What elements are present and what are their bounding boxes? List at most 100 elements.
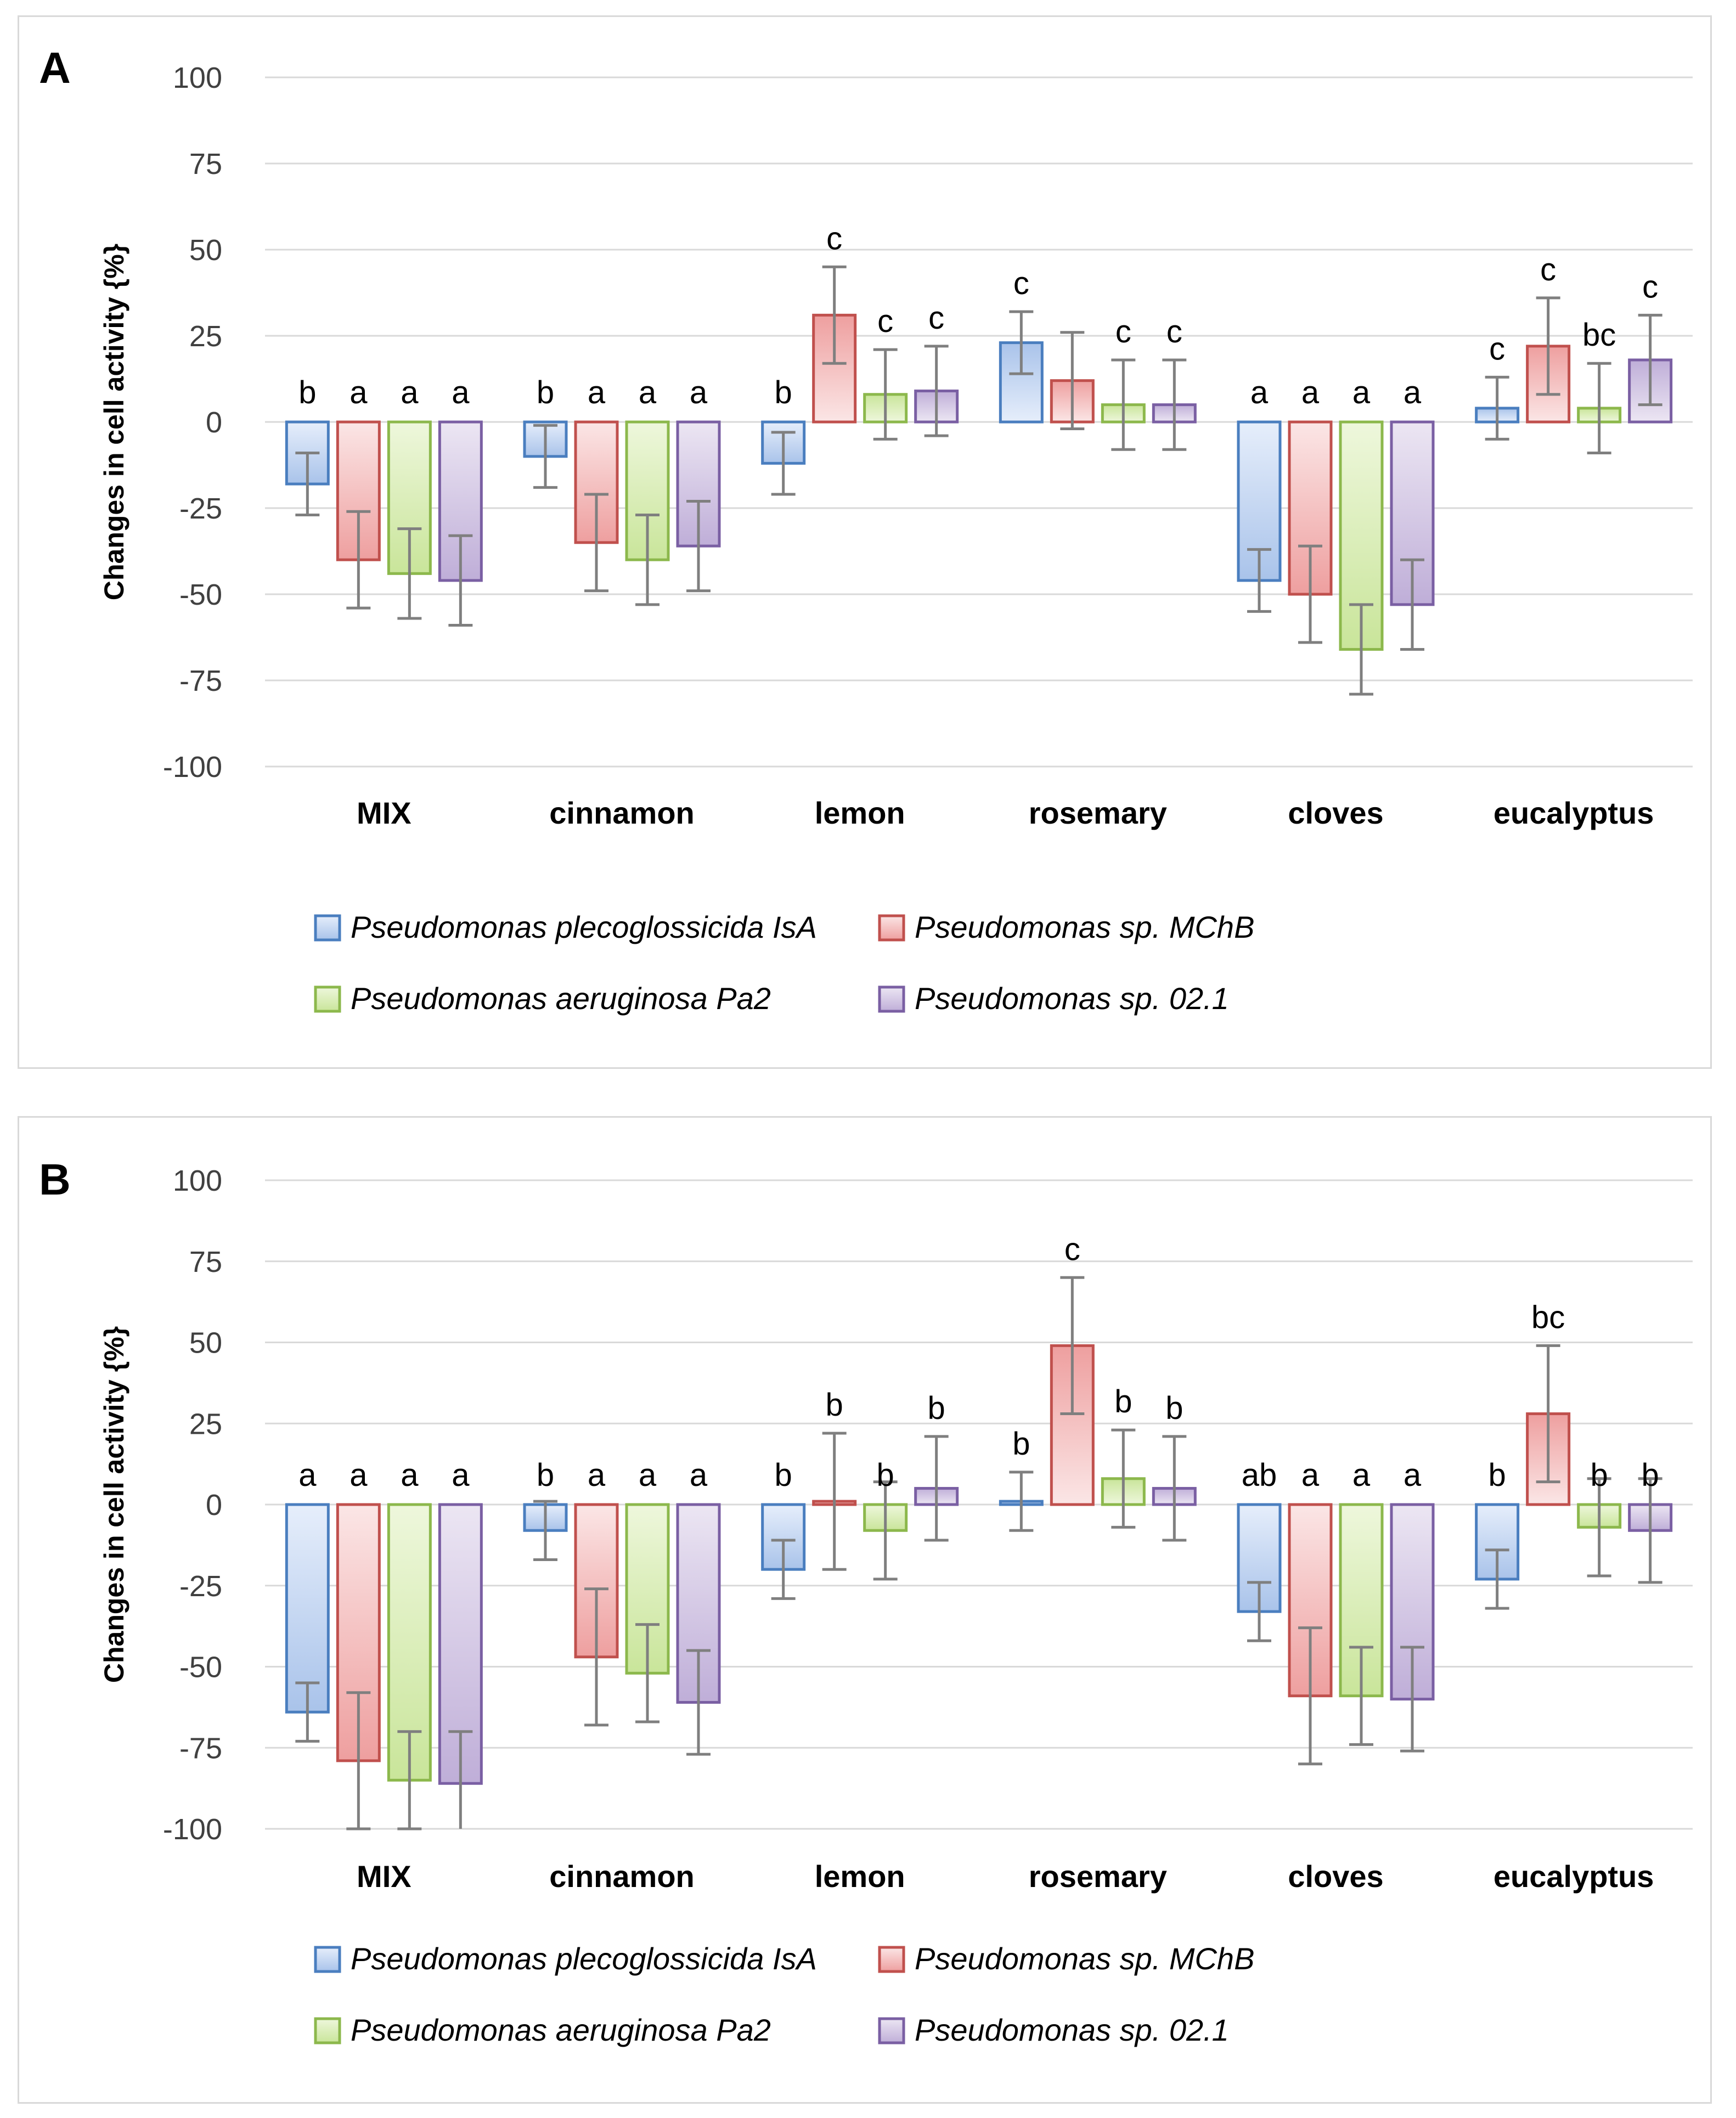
panel-label: B xyxy=(39,1155,71,1204)
category-label: MIX xyxy=(357,796,412,830)
significance-label: a xyxy=(452,375,470,410)
significance-label: a xyxy=(1404,1457,1422,1493)
category-label: cloves xyxy=(1288,796,1383,830)
legend-swatch-series-4 xyxy=(878,2017,905,2044)
significance-label: a xyxy=(639,375,657,410)
significance-label: b xyxy=(1012,1426,1030,1462)
legend-swatch-series-2 xyxy=(878,914,905,942)
significance-label: a xyxy=(588,1457,606,1493)
category-label: rosemary xyxy=(1029,796,1167,830)
y-tick-label: -100 xyxy=(163,751,222,784)
y-tick-label: 0 xyxy=(206,406,222,439)
significance-label: a xyxy=(1352,1457,1371,1493)
y-axis-title: Changes in cell activity {%} xyxy=(99,244,129,600)
y-tick-label: -50 xyxy=(179,578,222,611)
category-label: MIX xyxy=(357,1859,412,1894)
significance-label: a xyxy=(452,1457,470,1493)
significance-label: a xyxy=(1404,375,1422,410)
significance-label: c xyxy=(1489,331,1505,367)
significance-label: b xyxy=(775,1457,792,1493)
bar-cinnamon-series-4 xyxy=(676,420,721,548)
legend-label: Pseudomonas sp. 02.1 xyxy=(915,981,1229,1016)
legend-swatch-series-1 xyxy=(314,914,341,942)
significance-label: b xyxy=(1642,1457,1659,1493)
significance-label: bc xyxy=(1582,317,1616,353)
y-tick-label: -75 xyxy=(179,664,222,697)
significance-label: b xyxy=(537,1457,554,1493)
significance-label: a xyxy=(1250,375,1269,410)
category-label: cinnamon xyxy=(549,1859,694,1894)
category-label: cinnamon xyxy=(549,796,694,830)
y-tick-label: 100 xyxy=(173,61,222,94)
significance-label: a xyxy=(690,1457,708,1493)
legend-swatch-series-1 xyxy=(314,1946,341,1973)
significance-label: b xyxy=(877,1457,894,1493)
category-label: rosemary xyxy=(1029,1859,1167,1894)
y-tick-label: 50 xyxy=(189,1327,222,1360)
y-tick-label: -25 xyxy=(179,492,222,525)
significance-label: c xyxy=(1642,269,1658,305)
significance-label: a xyxy=(298,1457,317,1493)
legend-label: Pseudomonas aeruginosa Pa2 xyxy=(351,2013,771,2047)
y-tick-label: -50 xyxy=(179,1651,222,1684)
significance-label: c xyxy=(1115,314,1131,350)
significance-label: b xyxy=(1489,1457,1506,1493)
significance-label: c xyxy=(928,300,944,336)
chart-panel-a: A 100 75 50 25 0 -25 -50 -75 -100 Changes in cell … xyxy=(18,15,1712,1069)
legend-swatch-series-3 xyxy=(314,2017,341,2044)
significance-label: b xyxy=(1114,1384,1132,1419)
legend-label: Pseudomonas plecoglossicida IsA xyxy=(351,1941,817,1976)
y-tick-label: 25 xyxy=(189,1407,222,1440)
legend-label: Pseudomonas sp. 02.1 xyxy=(915,2013,1229,2047)
category-label: lemon xyxy=(815,1859,905,1894)
y-tick-label: 0 xyxy=(206,1489,222,1522)
legend-label: Pseudomonas sp. MChB xyxy=(915,1941,1254,1976)
legend-label: Pseudomonas plecoglossicida IsA xyxy=(351,910,817,944)
bar-MIX-series-1 xyxy=(285,1503,330,1714)
significance-label: a xyxy=(1301,1457,1320,1493)
panel-label: A xyxy=(39,43,71,92)
significance-label: a xyxy=(350,1457,368,1493)
significance-label: a xyxy=(588,375,606,410)
significance-label: b xyxy=(1591,1457,1608,1493)
category-label: eucalyptus xyxy=(1493,796,1654,830)
category-label: cloves xyxy=(1288,1859,1383,1894)
significance-label: b xyxy=(1165,1390,1183,1426)
significance-label: b xyxy=(537,375,554,410)
significance-label: bc xyxy=(1531,1299,1565,1335)
y-tick-label: -25 xyxy=(179,1570,222,1603)
y-tick-label: 25 xyxy=(189,320,222,353)
significance-label: c xyxy=(1540,252,1556,288)
legend-swatch-series-3 xyxy=(314,985,341,1013)
significance-label: a xyxy=(1352,375,1371,410)
legend-label: Pseudomonas aeruginosa Pa2 xyxy=(351,981,771,1016)
significance-label: b xyxy=(775,375,792,410)
y-tick-label: 100 xyxy=(173,1164,222,1197)
significance-label: a xyxy=(401,1457,419,1493)
y-axis-title: Changes in cell activity {%} xyxy=(99,1326,129,1683)
legend-swatch-series-2 xyxy=(878,1946,905,1973)
significance-label: a xyxy=(690,375,708,410)
significance-label: c xyxy=(1166,314,1182,350)
chart-panel-b: B 100 75 50 25 0 -25 -50 -75 -100 Changes in cell … xyxy=(18,1116,1712,2104)
y-tick-label: 50 xyxy=(189,234,222,267)
category-label: eucalyptus xyxy=(1493,1859,1654,1894)
significance-label: c xyxy=(826,221,842,256)
significance-label: b xyxy=(826,1387,843,1423)
significance-label: c xyxy=(1013,266,1029,301)
y-tick-label: 75 xyxy=(189,148,222,181)
y-tick-label: -100 xyxy=(163,1813,222,1846)
significance-label: c xyxy=(1064,1231,1080,1267)
significance-label: ab xyxy=(1242,1457,1277,1493)
significance-label: a xyxy=(639,1457,657,1493)
significance-label: a xyxy=(350,375,368,410)
significance-label: a xyxy=(401,375,419,410)
significance-label: a xyxy=(1301,375,1320,410)
y-tick-label: 75 xyxy=(189,1246,222,1278)
chart-b-svg: B 100 75 50 25 0 -25 -50 -75 -100 Changes in cell … xyxy=(39,1155,1693,2047)
y-tick-label: -75 xyxy=(179,1732,222,1765)
significance-label: b xyxy=(298,375,316,410)
legend-swatch-series-4 xyxy=(878,985,905,1013)
significance-label: b xyxy=(928,1390,945,1426)
category-label: lemon xyxy=(815,796,905,830)
